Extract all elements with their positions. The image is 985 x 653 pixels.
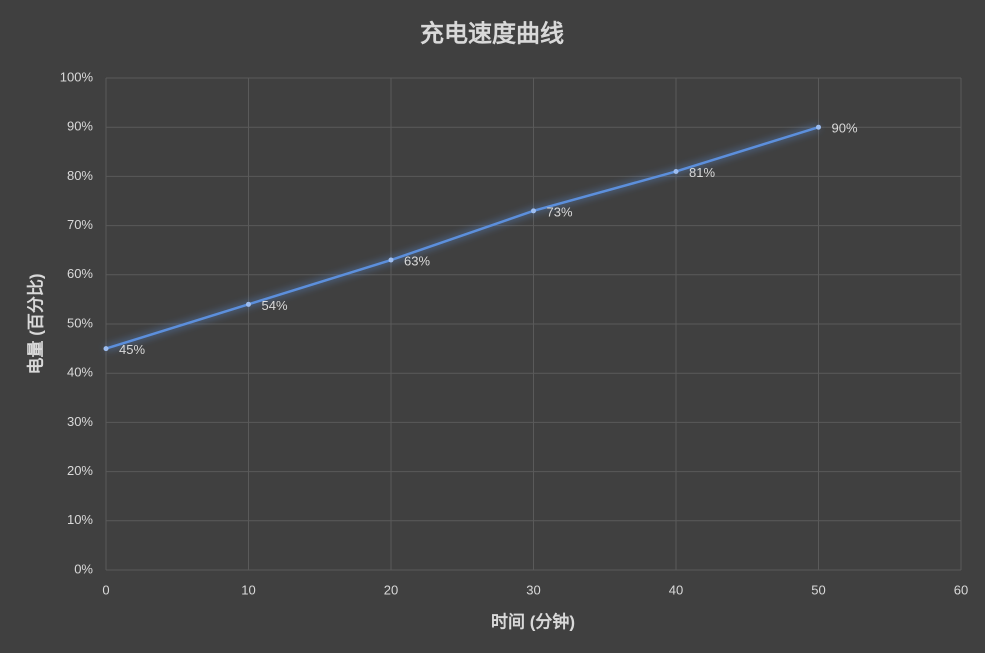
x-tick-label: 0	[102, 582, 109, 597]
y-tick-label: 80%	[67, 168, 93, 183]
value-label: 54%	[262, 298, 288, 313]
x-tick-label: 60	[954, 582, 968, 597]
value-label: 81%	[689, 165, 715, 180]
point	[103, 346, 109, 352]
value-label: 63%	[404, 253, 430, 268]
y-tick-label: 50%	[67, 315, 93, 330]
value-label: 45%	[119, 342, 145, 357]
point	[816, 124, 821, 130]
point	[388, 257, 394, 263]
y-tick-label: 40%	[67, 365, 93, 380]
x-tick-label: 20	[384, 582, 398, 597]
y-tick-label: 100%	[60, 69, 94, 84]
chart-title: 充电速度曲线	[420, 19, 564, 47]
x-tick-label: 50	[811, 582, 825, 597]
y-axis-title: 电量 (百分比)	[25, 273, 45, 374]
point	[531, 208, 536, 214]
point	[246, 301, 251, 307]
y-tick-label: 20%	[67, 463, 93, 478]
value-label: 90%	[832, 121, 858, 136]
y-tick-label: 30%	[67, 414, 93, 429]
x-tick-label: 30	[526, 582, 540, 597]
y-tick-label: 70%	[67, 217, 93, 232]
y-tick-label: 10%	[67, 512, 93, 527]
y-tick-label: 60%	[67, 266, 93, 281]
x-tick-label: 10	[241, 582, 255, 597]
line	[105, 126, 819, 350]
value-label: 73%	[547, 204, 573, 219]
x-axis-title: 时间 (分钟)	[491, 611, 575, 631]
y-tick-label: 0%	[74, 561, 93, 576]
point	[673, 168, 679, 174]
y-tick-label: 90%	[67, 119, 93, 134]
x-tick-label: 40	[669, 582, 683, 597]
